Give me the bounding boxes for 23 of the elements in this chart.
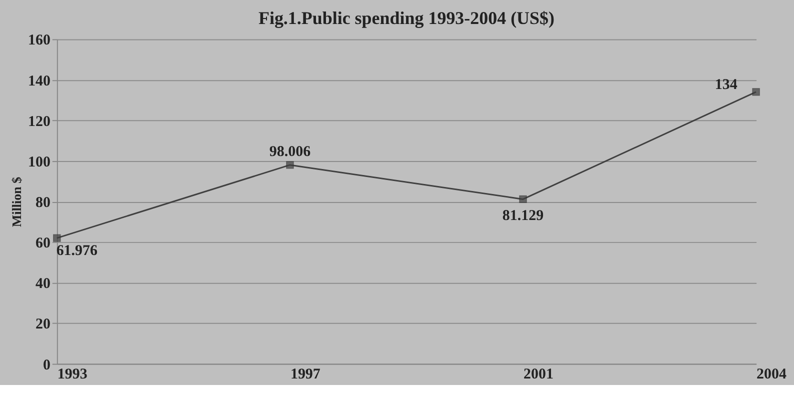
x-tick-label: 1997 — [290, 366, 321, 382]
point — [519, 195, 527, 204]
data-label: 81.129 — [502, 208, 544, 224]
data-label: 61.976 — [56, 243, 98, 260]
x-tick-label: 2001 — [524, 366, 554, 382]
y-tick-label: 60 — [35, 236, 50, 252]
y-tick-label: 120 — [28, 114, 50, 130]
data-label: 134 — [714, 76, 738, 93]
point — [752, 88, 760, 96]
point — [53, 234, 61, 242]
y-tick-label: 40 — [35, 276, 50, 292]
y-tick-label: 80 — [35, 194, 50, 211]
chart-title: Fig.1.Public spending 1993-2004 (US$) — [258, 8, 555, 28]
point — [286, 161, 294, 169]
y-tick-label: 20 — [35, 316, 50, 333]
y-tick-label: 160 — [28, 32, 50, 49]
y-tick-label: 140 — [28, 73, 50, 90]
y-tick-label: 100 — [28, 154, 50, 170]
x-tick-label: 2004 — [756, 366, 787, 382]
y-axis-title: Million $ — [8, 176, 24, 228]
x-tick-label: 1993 — [57, 366, 88, 382]
data-label: 98.006 — [269, 144, 312, 160]
y-tick-label: 0 — [42, 357, 50, 374]
